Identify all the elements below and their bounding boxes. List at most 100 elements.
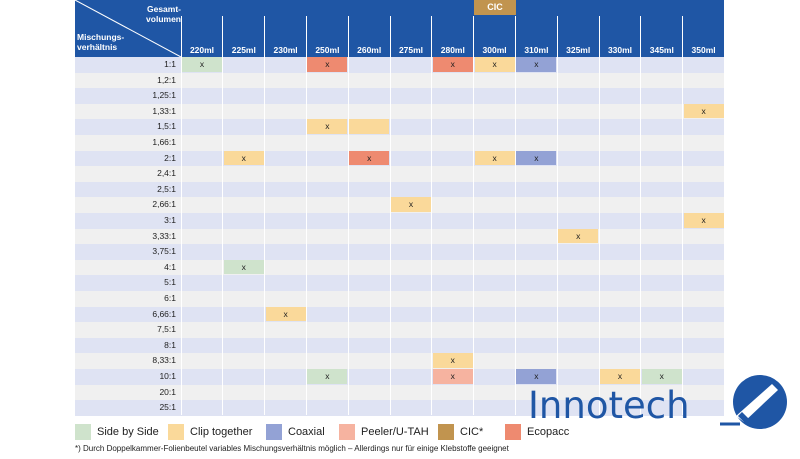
cell-ecopacc: x	[349, 150, 390, 166]
cell-side-by-side: x	[641, 369, 682, 384]
table-row: 5:1	[75, 275, 724, 291]
ratio-label: 8,33:1	[152, 355, 176, 366]
volume-header-260ml: 260ml	[357, 45, 382, 55]
legend-label: Side by Side	[97, 426, 159, 438]
ratio-label: 2:1	[164, 152, 176, 163]
column-divider	[723, 16, 725, 415]
cell-clip-together: x	[683, 103, 724, 119]
volume-header-310ml: 310ml	[524, 45, 549, 55]
table-row: 8:1	[75, 337, 724, 354]
cell-side-by-side: x	[182, 57, 222, 72]
legend-label: Ecopacc	[527, 426, 570, 438]
ratio-label: 3:1	[164, 215, 176, 225]
column-divider	[473, 16, 475, 415]
cell-ecopacc: x	[432, 57, 473, 72]
table-row: 3,75:1	[75, 244, 724, 260]
ratio-label: 1,33:1	[152, 105, 176, 116]
table-header	[75, 0, 724, 57]
mixing-ratio-line2: verhältnis	[77, 42, 118, 52]
ratio-label: 7,5:1	[157, 324, 176, 335]
cell-coaxial: x	[516, 150, 557, 166]
cell-peeler: x	[432, 369, 473, 384]
cell-clip-together: x	[558, 228, 599, 244]
table-row: 2,5:1	[75, 181, 724, 198]
table-row: 4:1 x	[75, 259, 724, 276]
table-row: 2:1 x x x x	[75, 150, 724, 167]
total-volume-line2: volumen	[146, 14, 181, 24]
cell-clip-together: x	[683, 213, 724, 228]
total-volume-line1: Gesamt-	[146, 4, 181, 14]
ratio-label: 10:1	[159, 371, 176, 381]
mixing-ratio-label: Mischungs- verhältnis	[77, 32, 124, 52]
cell-clip-together: x	[223, 150, 264, 166]
legend-label: Coaxial	[288, 426, 325, 438]
cell-clip-together: x	[391, 197, 431, 212]
header-diagonal	[75, 0, 181, 57]
table-row: 25:1	[75, 400, 724, 416]
column-divider	[264, 16, 266, 415]
column-divider	[180, 16, 182, 415]
table-row: 1,66:1	[75, 135, 724, 151]
cell-clip-together: x	[600, 369, 640, 384]
volume-header-230ml: 230ml	[273, 45, 298, 55]
ratio-label: 2,66:1	[152, 199, 176, 210]
column-divider	[514, 16, 516, 415]
volume-header-250ml: 250ml	[315, 45, 340, 55]
ratio-label: 2,5:1	[157, 183, 176, 194]
column-divider	[389, 16, 391, 415]
ratio-label: 3,75:1	[152, 246, 176, 257]
legend-label: Clip together	[190, 426, 253, 438]
table-row: 2,4:1	[75, 166, 724, 182]
logo-wordmark: Innotech	[528, 384, 690, 427]
volume-header-325ml: 325ml	[566, 45, 591, 55]
ratio-label: 1,25:1	[152, 90, 176, 101]
ratio-label: 3,33:1	[152, 230, 176, 241]
column-divider	[598, 16, 600, 415]
column-divider	[431, 16, 433, 415]
legend-swatch	[339, 424, 355, 440]
cell-ecopacc: x	[307, 57, 348, 72]
cell-clip-together: x	[265, 306, 306, 322]
table-row: 1,33:1 x	[75, 103, 724, 120]
cell-clip-together: x	[432, 353, 473, 368]
table-row: 1,5:1 x	[75, 119, 724, 135]
table-row: 1:1 x x x x x	[75, 57, 724, 73]
table-row: 7,5:1	[75, 322, 724, 338]
table-row: 2,66:1 x	[75, 197, 724, 213]
ratio-label: 1,2:1	[157, 74, 176, 85]
ratio-label: 5:1	[164, 277, 176, 288]
legend-swatch	[505, 424, 521, 440]
legend-label: CIC*	[460, 426, 484, 438]
ratio-label: 4:1	[164, 261, 176, 272]
cell-side-by-side: x	[223, 259, 264, 275]
ratio-label: 20:1	[159, 386, 176, 397]
column-divider	[682, 16, 684, 415]
table-row: 6:1	[75, 291, 724, 307]
innotech-logo: Innotech	[528, 372, 788, 432]
cell-clip-together: x	[307, 119, 348, 134]
ratio-label: 1,66:1	[152, 137, 176, 147]
cell-coaxial: x	[516, 57, 557, 72]
volume-header-275ml: 275ml	[398, 45, 424, 55]
cell-clip-together	[349, 119, 390, 134]
column-divider	[556, 16, 558, 415]
volume-header-280ml: 280ml	[440, 45, 465, 55]
column-divider	[222, 16, 224, 415]
total-volume-label: Gesamt- volumen	[143, 4, 181, 24]
volume-header-330ml: 330ml	[607, 45, 633, 55]
ratio-label: 2,4:1	[157, 168, 176, 179]
column-divider	[305, 16, 307, 415]
volume-header-220ml: 220ml	[189, 45, 215, 55]
table-row: 6,66:1 x	[75, 306, 724, 323]
table-row: 3,33:1 x	[75, 228, 724, 245]
volume-header-350ml: 350ml	[691, 45, 716, 55]
legend-label: Peeler/U-TAH	[361, 426, 429, 438]
legend-swatch	[266, 424, 282, 440]
cell-coaxial: x	[516, 369, 557, 384]
legend-swatch	[438, 424, 454, 440]
column-divider	[347, 16, 349, 415]
cic-header-badge: CIC	[474, 0, 516, 15]
table-row: 1,25:1	[75, 88, 724, 104]
table-row: 1,2:1	[75, 72, 724, 89]
table-row: 8,33:1 x	[75, 353, 724, 369]
